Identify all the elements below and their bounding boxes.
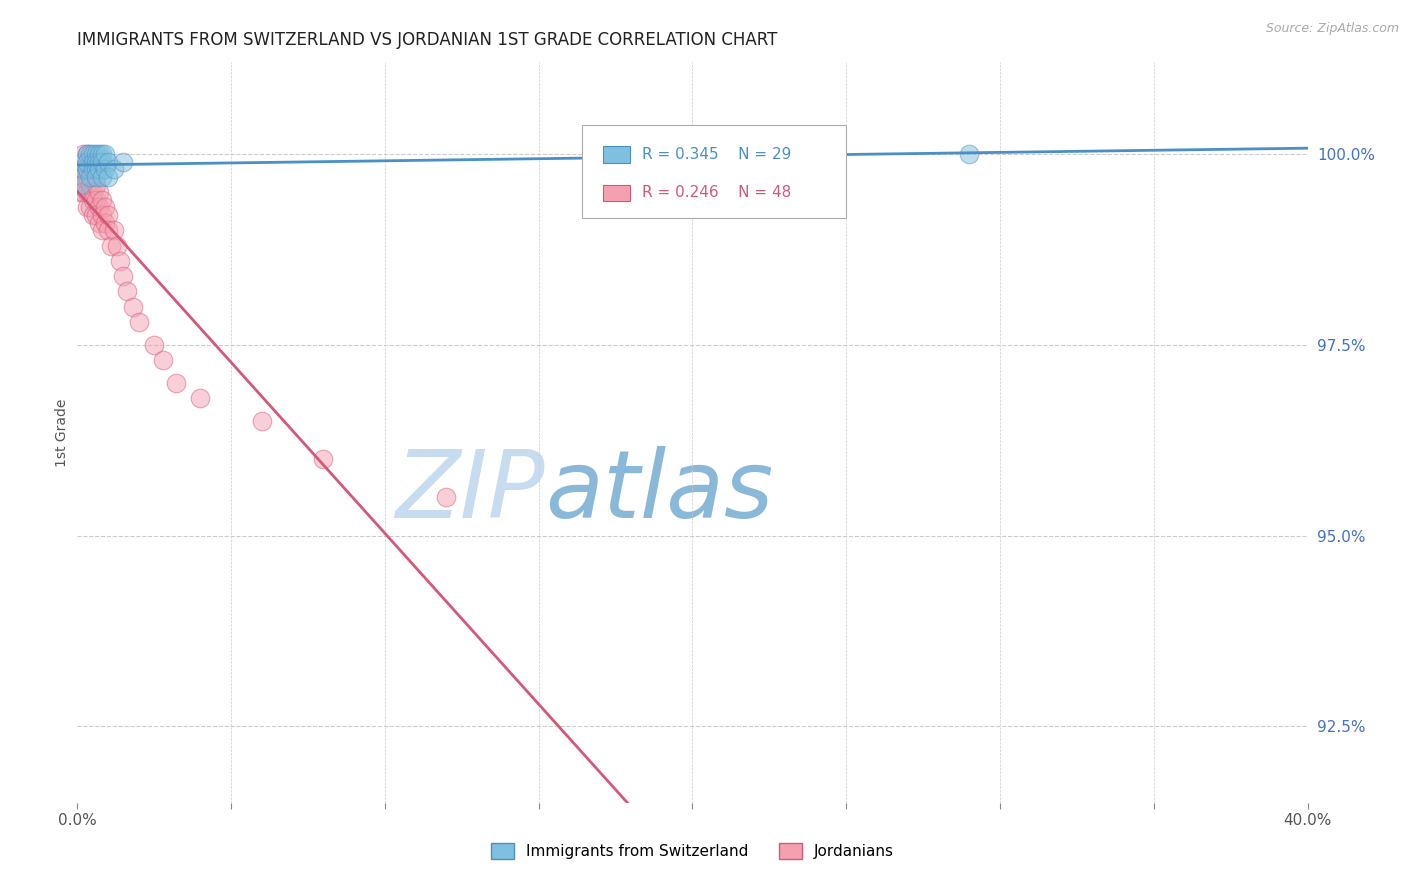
- Point: [94, 201, 117, 215]
- Point: [82, 169, 104, 184]
- Point: [97, 154, 120, 169]
- Point: [87, 154, 110, 169]
- Point: [143, 338, 166, 352]
- Point: [97, 223, 120, 237]
- Point: [90, 154, 114, 169]
- Point: [84, 147, 107, 161]
- Point: [72, 162, 94, 177]
- Point: [112, 269, 135, 284]
- Point: [90, 147, 114, 161]
- Point: [72, 154, 94, 169]
- Point: [82, 154, 104, 169]
- Point: [250, 414, 273, 428]
- Point: [76, 162, 98, 177]
- Point: [94, 162, 117, 177]
- Point: [90, 208, 114, 222]
- Point: [90, 169, 114, 184]
- Point: [69, 185, 91, 199]
- Point: [84, 178, 107, 192]
- Point: [82, 147, 104, 161]
- Point: [72, 162, 94, 177]
- Point: [79, 185, 101, 199]
- FancyBboxPatch shape: [582, 126, 846, 218]
- Point: [79, 169, 101, 184]
- Point: [79, 147, 101, 161]
- Point: [79, 201, 101, 215]
- Point: [76, 162, 98, 177]
- Point: [82, 185, 104, 199]
- Text: R = 0.246    N = 48: R = 0.246 N = 48: [643, 186, 792, 201]
- Point: [84, 162, 107, 177]
- Point: [87, 216, 110, 230]
- Point: [436, 491, 458, 505]
- Point: [312, 452, 335, 467]
- Point: [76, 147, 98, 161]
- Text: Source: ZipAtlas.com: Source: ZipAtlas.com: [1265, 22, 1399, 36]
- Point: [87, 201, 110, 215]
- Point: [957, 147, 980, 161]
- Point: [165, 376, 187, 390]
- Point: [76, 154, 98, 169]
- Point: [105, 238, 128, 252]
- Point: [112, 154, 135, 169]
- Point: [97, 169, 120, 184]
- Point: [69, 178, 91, 192]
- Point: [84, 169, 107, 184]
- FancyBboxPatch shape: [603, 146, 630, 162]
- Point: [84, 208, 107, 222]
- Point: [76, 185, 98, 199]
- Point: [90, 223, 114, 237]
- FancyBboxPatch shape: [603, 185, 630, 201]
- Text: R = 0.345    N = 29: R = 0.345 N = 29: [643, 147, 792, 162]
- Point: [100, 238, 122, 252]
- Point: [103, 223, 125, 237]
- Point: [87, 162, 110, 177]
- Point: [87, 147, 110, 161]
- Point: [87, 185, 110, 199]
- Point: [76, 147, 98, 161]
- Point: [94, 147, 117, 161]
- Point: [152, 353, 174, 368]
- Point: [76, 201, 98, 215]
- Point: [84, 193, 107, 207]
- Text: IMMIGRANTS FROM SWITZERLAND VS JORDANIAN 1ST GRADE CORRELATION CHART: IMMIGRANTS FROM SWITZERLAND VS JORDANIAN…: [77, 31, 778, 49]
- Point: [115, 285, 138, 299]
- Point: [82, 162, 104, 177]
- Point: [72, 185, 94, 199]
- Point: [82, 208, 104, 222]
- Point: [69, 178, 91, 192]
- Point: [773, 147, 796, 161]
- Point: [97, 208, 120, 222]
- Point: [90, 193, 114, 207]
- Text: ZIP: ZIP: [395, 446, 546, 537]
- Point: [76, 169, 98, 184]
- Text: atlas: atlas: [546, 446, 773, 537]
- Point: [84, 154, 107, 169]
- Legend: Immigrants from Switzerland, Jordanians: Immigrants from Switzerland, Jordanians: [485, 838, 900, 865]
- Point: [79, 162, 101, 177]
- Point: [103, 162, 125, 177]
- Point: [128, 315, 150, 329]
- Y-axis label: 1st Grade: 1st Grade: [55, 399, 69, 467]
- Point: [110, 253, 132, 268]
- Point: [79, 178, 101, 192]
- Point: [188, 391, 212, 405]
- Point: [72, 169, 94, 184]
- Point: [72, 147, 94, 161]
- Point: [94, 216, 117, 230]
- Point: [121, 300, 143, 314]
- Point: [69, 169, 91, 184]
- Point: [82, 193, 104, 207]
